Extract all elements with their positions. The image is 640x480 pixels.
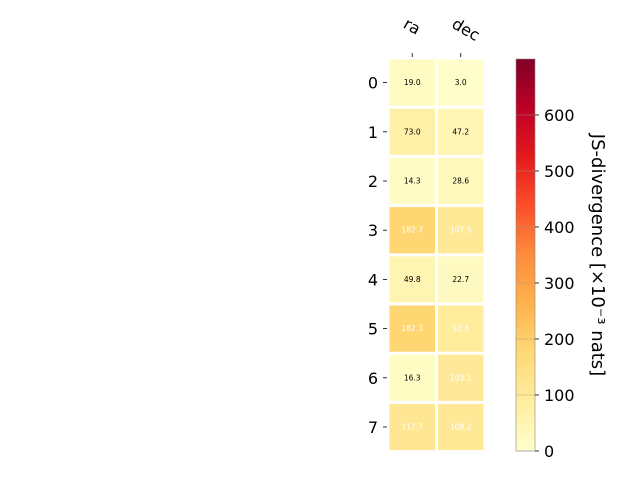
col-tick-label-1: dec: [449, 14, 483, 45]
colorbar-tick-label-4: 400: [544, 218, 575, 237]
cell-label-r1-c1: 47.2: [452, 127, 469, 136]
row-tick-label-3: 3: [368, 221, 378, 240]
cell-label-r3-c0: 182.7: [402, 226, 424, 235]
colorbar-tick-label-1: 100: [544, 386, 575, 405]
heatmap-cell-r1-c1: [438, 108, 484, 155]
column-axis: ra dec: [400, 14, 483, 57]
colorbar-gradient: [515, 58, 536, 452]
row-tick-label-6: 6: [368, 369, 378, 388]
colorbar-tick-label-0: 0: [544, 442, 554, 461]
cell-label-r1-c0: 73.0: [404, 127, 421, 136]
cell-label-r3-c1: 107.9: [450, 226, 472, 235]
heatmap-cell-r5-c1: [438, 305, 484, 352]
heatmap-cell-r3-c1: [438, 207, 484, 254]
heatmap-cell-r2-c0: [389, 157, 435, 205]
heatmap-cell-r3-c0: [389, 207, 435, 254]
cell-label-r5-c1: 92.8: [452, 324, 469, 333]
cell-label-r5-c0: 182.3: [402, 324, 424, 333]
row-tick-label-7: 7: [368, 418, 378, 437]
heatmap-cell-r7-c1: [438, 403, 484, 451]
heatmap-cell-r6-c1: [438, 354, 484, 401]
heatmap-cell-r0-c0: [389, 59, 435, 106]
cell-label-r6-c1: 103.1: [450, 373, 472, 382]
heatmap-cell-r2-c1: [438, 157, 484, 205]
cell-label-r0-c1: 3.0: [455, 78, 467, 87]
heatmap-cell-r5-c0: [389, 305, 435, 352]
heatmap-cell-r0-c1: [438, 59, 484, 106]
heatmap-cell-r4-c0: [389, 256, 435, 303]
cell-label-r4-c0: 49.8: [404, 275, 421, 284]
cell-label-r2-c0: 14.3: [404, 177, 421, 186]
cell-label-r4-c1: 22.7: [452, 275, 469, 284]
heatmap-cells: [389, 59, 484, 451]
col-tick-label-0: ra: [400, 14, 424, 39]
colorbar-tick-label-5: 500: [544, 162, 575, 181]
row-axis: 0 1 2 3 4 5 6 7: [368, 74, 387, 437]
cell-label-r2-c1: 28.6: [452, 177, 469, 186]
colorbar-ticks: 0 100 200 300 400 500 600: [516, 106, 575, 461]
heatmap-cell-r7-c0: [389, 403, 435, 451]
row-tick-label-0: 0: [368, 74, 378, 93]
row-tick-label-4: 4: [368, 270, 378, 289]
colorbar-tick-label-3: 300: [544, 274, 575, 293]
cell-label-r6-c0: 16.3: [404, 373, 421, 382]
colorbar: 0 100 200 300 400 500 600 JS-divergence [×10⁻³…: [515, 58, 608, 461]
row-tick-label-5: 5: [368, 320, 378, 339]
row-tick-label-2: 2: [368, 172, 378, 191]
cell-label-r7-c0: 117.7: [402, 423, 424, 432]
heatmap-cell-r4-c1: [438, 256, 484, 303]
colorbar-tick-label-6: 600: [544, 106, 575, 125]
cell-label-r0-c0: 19.0: [404, 78, 421, 87]
row-tick-label-1: 1: [368, 123, 378, 142]
colorbar-tick-label-2: 200: [544, 330, 575, 349]
colorbar-label: JS-divergence [×10⁻³ nats]: [587, 133, 608, 376]
cell-value-labels: 19.0 3.0 73.0 47.2 14.3 28.6 182.7 107.9 49.8 22.…: [402, 78, 472, 431]
heatmap-cell-r1-c0: [389, 108, 435, 155]
cell-label-r7-c1: 108.2: [450, 423, 472, 432]
heatmap-cell-r6-c0: [389, 354, 435, 401]
